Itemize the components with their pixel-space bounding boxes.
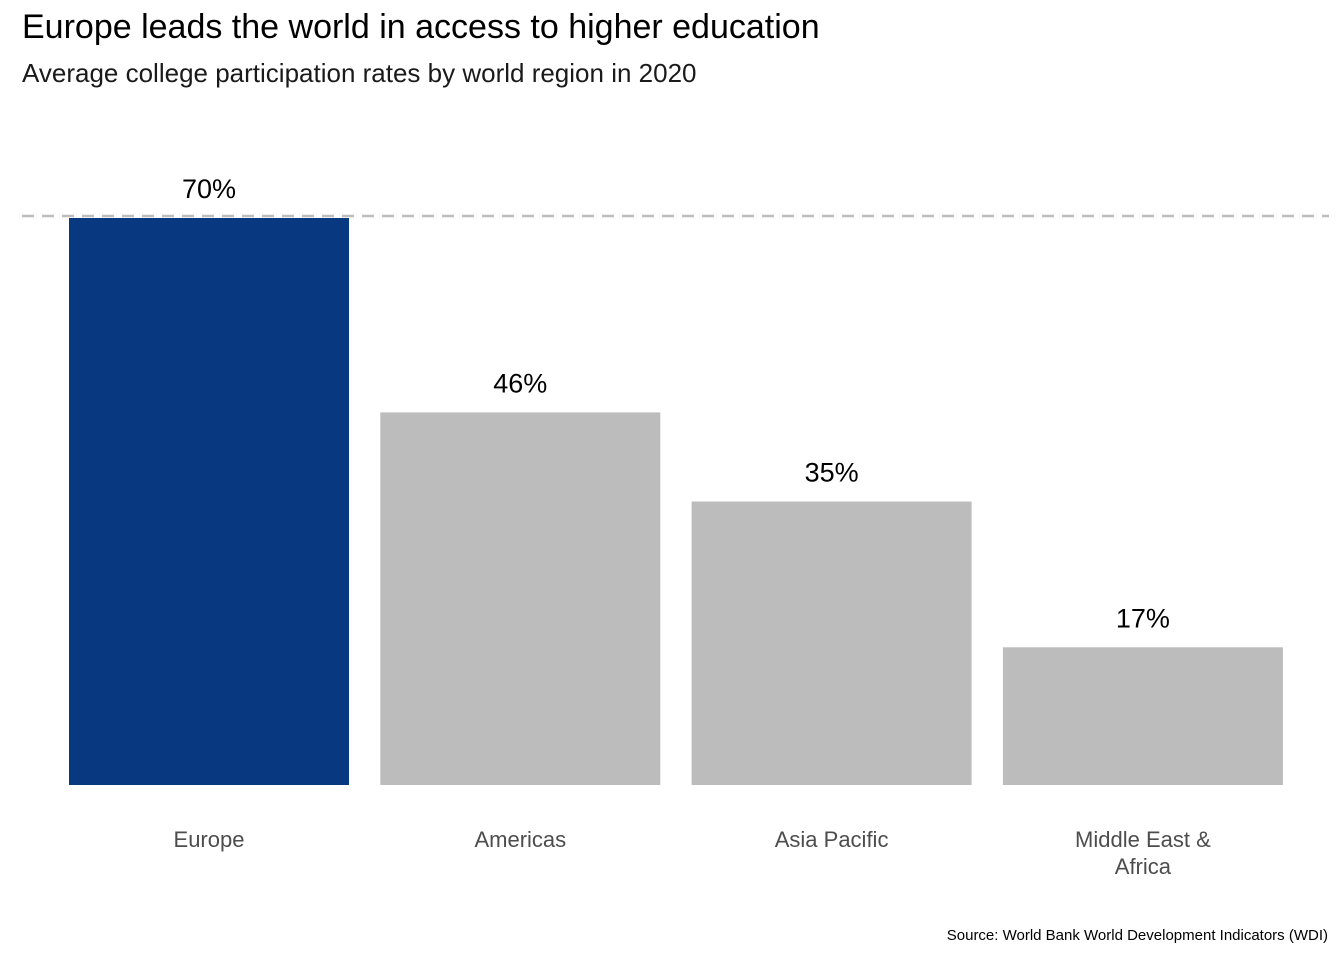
chart-title: Europe leads the world in access to high… xyxy=(22,8,820,46)
bar-3 xyxy=(1002,647,1283,785)
category-label-0: Europe xyxy=(174,827,245,852)
bar-value-label-1: 46% xyxy=(493,368,547,398)
category-label-1: Americas xyxy=(474,827,566,852)
category-label-line: Middle East & xyxy=(1075,827,1211,852)
bar-value-label-0: 70% xyxy=(182,174,236,204)
bar-2 xyxy=(691,501,972,785)
category-label-line: Europe xyxy=(174,827,245,852)
bar-value-label-2: 35% xyxy=(805,458,859,488)
chart-source: Source: World Bank World Development Ind… xyxy=(946,927,1328,944)
bar-value-label-3: 17% xyxy=(1116,603,1170,633)
chart-subtitle: Average college participation rates by w… xyxy=(22,58,697,88)
category-label-line: Americas xyxy=(474,827,566,852)
category-label-3: Middle East & Africa xyxy=(1075,827,1211,879)
category-label-line: Africa xyxy=(1115,854,1172,879)
category-label-line: Asia Pacific xyxy=(775,827,889,852)
bar-1 xyxy=(380,412,661,785)
bar-0 xyxy=(69,218,349,785)
category-label-2: Asia Pacific xyxy=(775,827,889,852)
